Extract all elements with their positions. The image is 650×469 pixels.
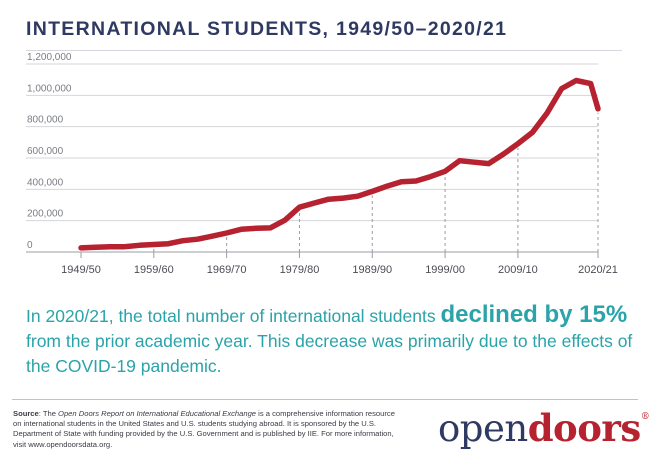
headline-after: from the prior academic year. This decre… [26, 331, 633, 376]
source-report-title: Open Doors Report on International Educa… [58, 409, 257, 418]
title-divider [26, 50, 622, 51]
y-tick-label: 1,200,000 [27, 52, 72, 63]
x-tick-label: 1969/70 [207, 264, 247, 276]
x-tick-label: 2009/10 [498, 264, 538, 276]
logo-part-open: open [438, 407, 528, 450]
y-tick-label: 600,000 [27, 146, 64, 157]
y-tick-label: 0 [27, 240, 33, 251]
x-tick-label: 1989/90 [352, 264, 392, 276]
source-note: Source: The Open Doors Report on Interna… [13, 409, 403, 450]
source-body: is a comprehensive information resource … [13, 409, 395, 449]
x-axis-ticks: 1949/50 1959/60 1969/70 1979/80 1989/90 1999/… [61, 252, 618, 276]
opendoors-logo: opendoors® [438, 406, 650, 450]
y-tick-label: 800,000 [27, 115, 64, 126]
x-tick-label: 2020/21 [578, 264, 618, 276]
line-chart: 0 200,000 400,000 600,000 800,000 1,000,000 1,… [26, 52, 618, 276]
x-tick-label: 1979/80 [280, 264, 320, 276]
source-intro: : The [38, 409, 56, 418]
y-axis-ticks: 0 200,000 400,000 600,000 800,000 1,000,000 1,… [27, 52, 72, 251]
y-tick-label: 1,000,000 [27, 83, 72, 94]
x-guide-lines [80, 112, 599, 252]
logo-part-doors: doors [527, 406, 642, 450]
headline-before: In 2020/21, the total number of internat… [26, 306, 436, 326]
source-label: Source [13, 409, 39, 418]
headline-text: In 2020/21, the total number of internat… [26, 302, 634, 379]
series-line-international-students [78, 77, 601, 251]
gridlines [26, 63, 598, 253]
x-tick-label: 1999/00 [425, 264, 465, 276]
y-tick-label: 200,000 [27, 209, 64, 220]
chart-title: INTERNATIONAL STUDENTS, 1949/50–2020/21 [26, 18, 508, 40]
x-tick-label: 1959/60 [134, 264, 174, 276]
footer-divider [12, 399, 638, 400]
headline-emphasis: declined by 15% [440, 301, 628, 328]
y-tick-label: 400,000 [27, 177, 64, 188]
x-tick-label: 1949/50 [61, 264, 101, 276]
logo-registered-mark: ® [640, 412, 650, 422]
